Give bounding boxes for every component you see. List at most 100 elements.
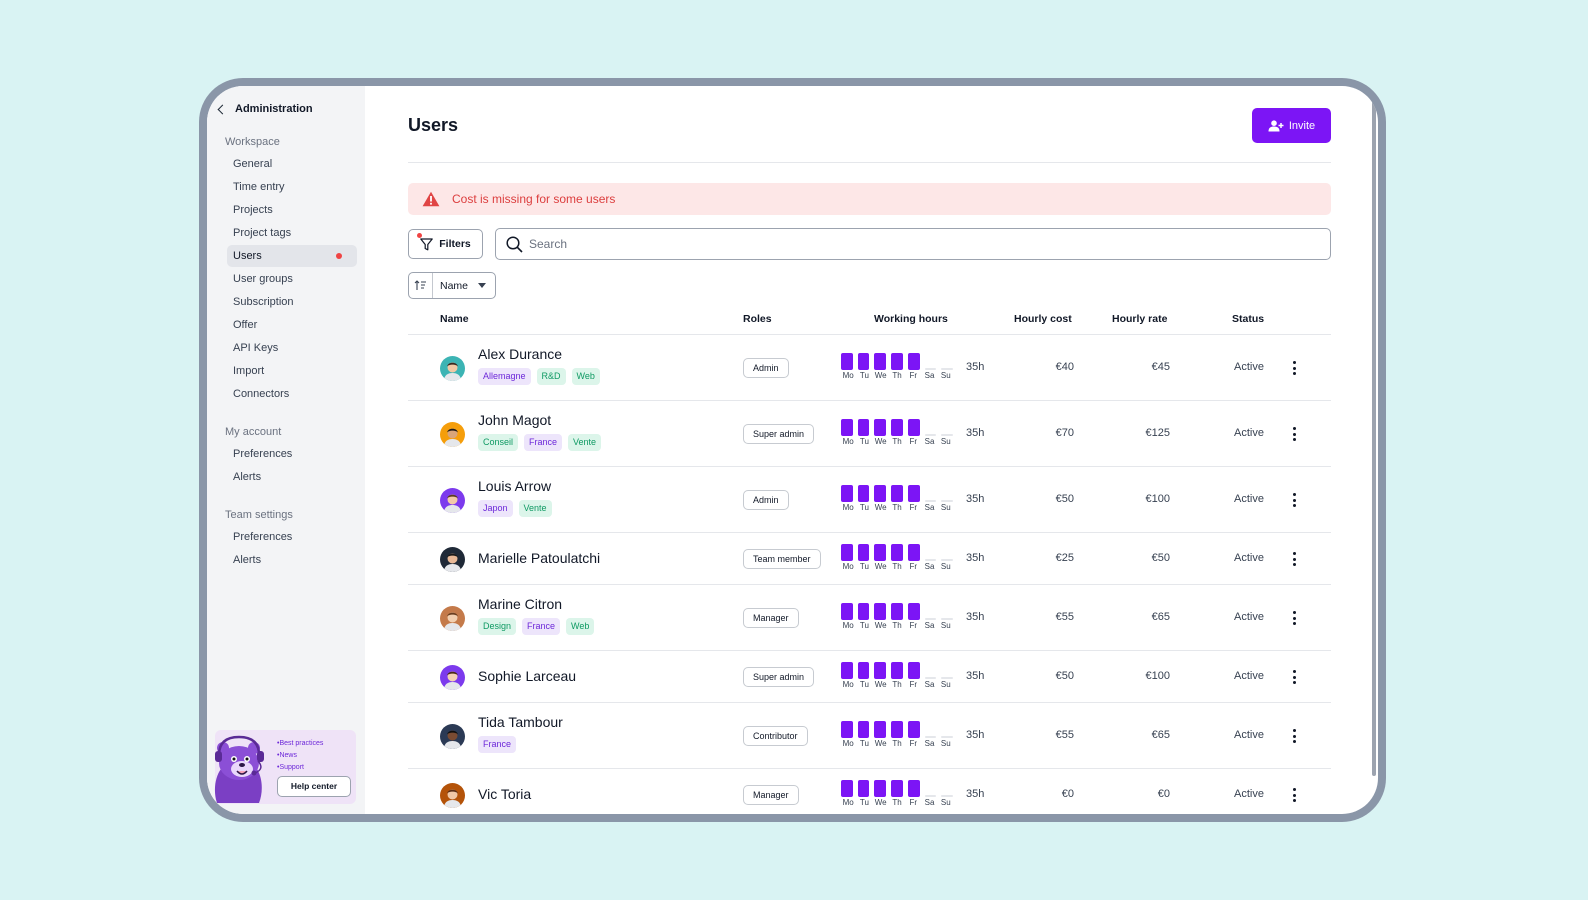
weekly-hours: 35h: [966, 729, 985, 741]
sidebar-section-title: Workspace: [225, 136, 280, 148]
scrollbar[interactable]: [1372, 96, 1376, 776]
more-options-icon[interactable]: [1291, 669, 1297, 685]
day-label: Th: [892, 739, 902, 748]
day-bar: [857, 721, 870, 738]
table-header: Name Roles Working hours Hourly cost Hou…: [408, 299, 1331, 335]
table-row[interactable]: Vic Toria Manager Mo Tu We Th Fr Sa Su 35h €0 €0 Act…: [408, 769, 1331, 814]
day-label: Sa: [924, 371, 935, 380]
hourly-cost: €50: [1055, 493, 1074, 505]
sort-dropdown[interactable]: Name: [408, 272, 496, 299]
day-bar: [907, 485, 920, 502]
more-options-icon[interactable]: [1291, 492, 1297, 508]
help-link-news[interactable]: •News: [277, 752, 297, 759]
sidebar-item-api-keys[interactable]: API Keys: [227, 337, 357, 359]
table-row[interactable]: Louis Arrow Japon Vente Admin Mo Tu We Th Fr Sa Su…: [408, 467, 1331, 533]
sidebar-item-user-groups[interactable]: User groups: [227, 268, 357, 290]
day-label: Tu: [859, 562, 869, 571]
col-hourly-cost[interactable]: Hourly cost: [1014, 313, 1072, 325]
day-label: Th: [892, 680, 902, 689]
day-label: We: [874, 798, 887, 807]
status-text: Active: [1234, 729, 1264, 741]
day-label: Sa: [924, 562, 935, 571]
more-options-icon[interactable]: [1291, 360, 1297, 376]
col-name[interactable]: Name: [440, 313, 469, 325]
user-name[interactable]: John Magot: [478, 412, 552, 428]
filters-button[interactable]: Filters: [408, 229, 483, 259]
sidebar-item-general[interactable]: General: [227, 153, 357, 175]
more-options-icon[interactable]: [1291, 426, 1297, 442]
sidebar-item-time-entry[interactable]: Time entry: [227, 176, 357, 198]
sidebar-item-alerts[interactable]: Alerts: [227, 466, 357, 488]
status-text: Active: [1234, 493, 1264, 505]
sidebar-item-connectors[interactable]: Connectors: [227, 383, 357, 405]
user-tag: R&D: [536, 368, 566, 385]
weekly-hours: 35h: [966, 427, 985, 439]
day-bar: [907, 603, 920, 620]
day-bar: [907, 780, 920, 797]
help-link-support[interactable]: •Support: [277, 764, 304, 771]
sidebar-item-preferences[interactable]: Preferences: [227, 443, 357, 465]
table-row[interactable]: Marielle Patoulatchi Team member Mo Tu We Th F…: [408, 533, 1331, 585]
table-row[interactable]: Marine Citron Design France Web Manager Mo Tu W…: [408, 585, 1331, 651]
more-options-icon[interactable]: [1291, 551, 1297, 567]
user-name[interactable]: Vic Toria: [478, 786, 532, 802]
day-label: Su: [940, 621, 951, 630]
more-options-icon[interactable]: [1291, 610, 1297, 626]
table-row[interactable]: John Magot Conseil France Vente Super admin M…: [408, 401, 1331, 467]
sidebar-item-offer[interactable]: Offer: [227, 314, 357, 336]
day-bar: [841, 662, 853, 679]
sidebar-item-projects[interactable]: Projects: [227, 199, 357, 221]
col-roles[interactable]: Roles: [743, 313, 772, 325]
avatar: [440, 421, 465, 447]
invite-button[interactable]: Invite: [1252, 108, 1331, 143]
hourly-rate: €125: [1145, 427, 1170, 439]
user-name[interactable]: Tida Tambour: [478, 714, 563, 730]
sidebar-item-label: Projects: [233, 204, 273, 216]
user-name[interactable]: Sophie Larceau: [478, 668, 577, 684]
hourly-cost: €25: [1055, 552, 1074, 564]
status-text: Active: [1234, 670, 1264, 682]
day-bar: [874, 780, 887, 797]
table-row[interactable]: Sophie Larceau Super admin Mo Tu We Th Fr Sa Su 3…: [408, 651, 1331, 703]
weekly-hours: 35h: [966, 670, 985, 682]
back-to-administration[interactable]: Administration: [207, 101, 365, 117]
col-status[interactable]: Status: [1232, 313, 1265, 325]
day-label: Su: [940, 562, 951, 571]
col-working-hours[interactable]: Working hours: [874, 313, 948, 325]
search-input[interactable]: [529, 237, 929, 251]
role-badge: Admin: [743, 490, 789, 510]
weekly-hours: 35h: [966, 552, 985, 564]
help-center-button[interactable]: Help center: [277, 776, 351, 797]
sidebar-item-label: Preferences: [233, 531, 293, 543]
user-name[interactable]: Alex Durance: [478, 346, 563, 362]
day-label: Th: [892, 503, 902, 512]
table-row[interactable]: Alex Durance Allemagne R&D Web Admin Mo Tu We Th…: [408, 335, 1331, 401]
day-label: Su: [940, 371, 951, 380]
user-name[interactable]: Marielle Patoulatchi: [478, 550, 601, 566]
user-name[interactable]: Louis Arrow: [478, 478, 552, 494]
day-label: Sa: [924, 739, 935, 748]
sidebar-item-users[interactable]: Users: [227, 245, 357, 267]
day-bar: [841, 721, 853, 738]
col-hourly-rate[interactable]: Hourly rate: [1112, 313, 1168, 325]
more-options-icon[interactable]: [1291, 787, 1297, 803]
user-tag: France: [522, 618, 561, 635]
sidebar-item-label: User groups: [233, 273, 293, 285]
status-text: Active: [1234, 427, 1264, 439]
day-label: We: [874, 621, 887, 630]
sidebar-item-alerts[interactable]: Alerts: [227, 549, 357, 571]
day-bar: [941, 736, 954, 738]
sidebar-item-preferences[interactable]: Preferences: [227, 526, 357, 548]
hourly-rate: €45: [1151, 361, 1170, 373]
user-name[interactable]: Marine Citron: [478, 596, 563, 612]
day-bar: [907, 353, 920, 370]
sidebar-item-project-tags[interactable]: Project tags: [227, 222, 357, 244]
user-tag: Vente: [568, 434, 602, 451]
sidebar-item-subscription[interactable]: Subscription: [227, 291, 357, 313]
help-link-best-practices[interactable]: •Best practices: [277, 740, 324, 747]
more-options-icon[interactable]: [1291, 728, 1297, 744]
chevron-left-icon: [217, 104, 228, 114]
user-tag: Japon: [478, 500, 513, 517]
table-row[interactable]: Tida Tambour France Contributor Mo Tu We Th Fr S…: [408, 703, 1331, 769]
sidebar-item-import[interactable]: Import: [227, 360, 357, 382]
